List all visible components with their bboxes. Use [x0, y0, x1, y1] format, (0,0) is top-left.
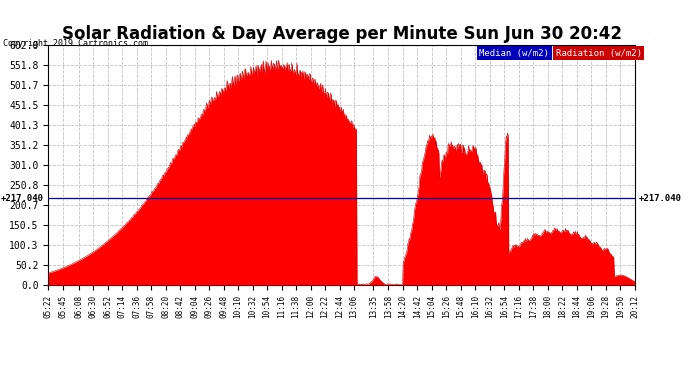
Text: Median (w/m2): Median (w/m2)	[480, 49, 549, 58]
Text: Copyright 2019 Cartronics.com: Copyright 2019 Cartronics.com	[3, 39, 148, 48]
Text: +217.040: +217.040	[1, 194, 44, 203]
Title: Solar Radiation & Day Average per Minute Sun Jun 30 20:42: Solar Radiation & Day Average per Minute…	[61, 26, 622, 44]
Text: Radiation (w/m2): Radiation (w/m2)	[555, 49, 642, 58]
Text: +217.040: +217.040	[639, 194, 682, 203]
